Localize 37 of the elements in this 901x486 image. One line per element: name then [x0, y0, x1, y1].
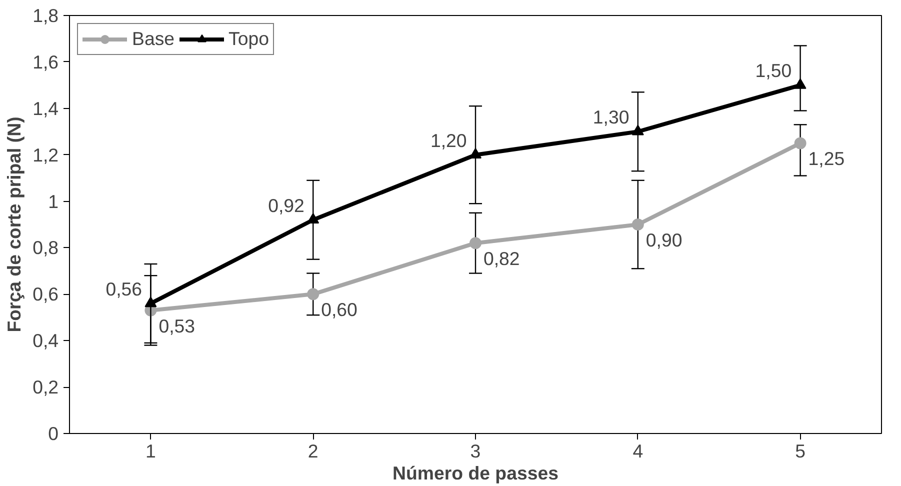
y-tick-label: 1,6 — [32, 51, 59, 72]
y-axis-title: Força de corte pripal (N) — [4, 116, 25, 332]
point — [307, 288, 320, 300]
y-tick-label: 0 — [48, 423, 59, 444]
point — [470, 237, 482, 250]
data-label: 0,92 — [268, 194, 304, 216]
x-tick-label: 2 — [308, 440, 318, 462]
data-label: 0,82 — [484, 248, 520, 270]
point — [794, 137, 806, 150]
y-tick-label: 1,4 — [32, 98, 59, 119]
x-tick-label: 3 — [470, 440, 481, 462]
y-tick-label: 0,8 — [32, 237, 59, 258]
data-label: 1,30 — [592, 106, 630, 128]
legend-label: Topo — [228, 28, 269, 50]
y-tick-label: 1 — [48, 190, 59, 212]
x-tick-label: 1 — [146, 440, 156, 462]
y-tick-label: 0,2 — [32, 376, 59, 398]
x-tick-label: 4 — [632, 440, 644, 462]
data-label: 0,60 — [321, 299, 358, 320]
data-label: 0,53 — [158, 315, 196, 336]
point — [794, 78, 806, 89]
data-label: 1,20 — [430, 130, 467, 151]
data-label: 0,56 — [106, 278, 142, 300]
legend-label: Base — [132, 28, 175, 50]
point — [632, 124, 644, 136]
point — [632, 218, 644, 230]
data-label: 0,90 — [646, 230, 682, 250]
data-label: 1,25 — [808, 148, 845, 170]
point — [144, 296, 157, 308]
x-tick-label: 5 — [795, 440, 806, 462]
data-label: 1,50 — [755, 60, 792, 82]
point — [307, 213, 320, 224]
x-axis-title: Número de passes — [392, 462, 558, 484]
y-tick-label: 1,8 — [32, 5, 59, 26]
y-tick-label: 1,2 — [32, 144, 59, 166]
y-tick-label: 0,4 — [32, 330, 59, 352]
y-tick-label: 0,6 — [32, 284, 59, 305]
